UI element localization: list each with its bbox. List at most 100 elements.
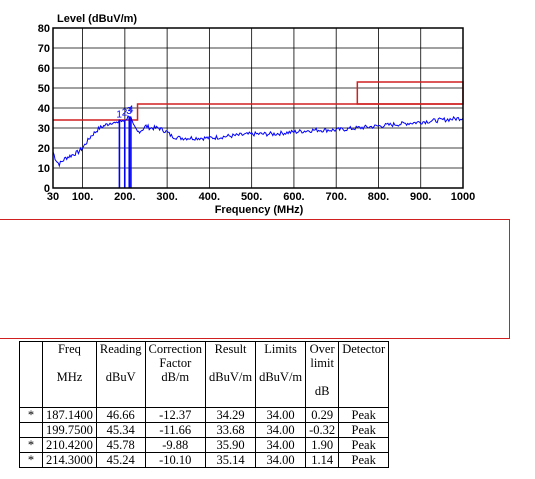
header-line xyxy=(309,370,335,384)
row-mark: * xyxy=(19,407,43,423)
cell-freq: 210.4200 xyxy=(42,437,97,453)
cell-correction: -11.66 xyxy=(144,422,207,438)
header-line xyxy=(259,356,302,370)
cell-reading: 45.34 xyxy=(95,422,146,438)
x-axis-ticks: 30 100. 200. 300. 400. 500. 600. 700. 800. 900. 10… xyxy=(47,191,475,203)
cell-reading: 45.78 xyxy=(95,437,146,453)
cell-reading: 46.66 xyxy=(95,407,146,423)
x-tick-label: 1000 xyxy=(451,191,475,203)
y-tick-label: 0 xyxy=(44,183,50,195)
x-tick-label: 800. xyxy=(368,191,389,203)
header-line: limit xyxy=(310,356,334,370)
header-line: dBuV/m xyxy=(259,370,303,384)
y-tick-label: 30 xyxy=(38,123,50,135)
x-tick-label: 200. xyxy=(114,191,135,203)
header-line xyxy=(46,356,93,370)
table-row: * 214.3000 45.24 -10.10 35.14 34.00 1.14 Peak xyxy=(19,452,390,468)
header-line: Over xyxy=(309,342,335,356)
cell-result: 34.29 xyxy=(205,407,257,423)
column-header-3: Result dBuV/m xyxy=(205,341,257,408)
x-tick-label: 400. xyxy=(199,191,220,203)
cell-correction: -10.10 xyxy=(144,452,207,468)
header-line: dB xyxy=(314,384,330,398)
row-mark xyxy=(19,422,43,438)
column-header-1: Reading dBuV xyxy=(95,341,146,408)
table-row: * 187.1400 46.66 -12.37 34.29 34.00 0.29 Peak xyxy=(19,407,390,423)
cell-limit: 34.00 xyxy=(255,407,307,423)
header-line: dBuV xyxy=(105,370,136,384)
table-header-row: Freq MHz Reading dBuV Correction Factor dB/m Re… xyxy=(19,341,390,408)
peak-markers: 1 234 xyxy=(116,105,134,188)
header-line xyxy=(209,356,252,370)
marker-label-2: 2 xyxy=(122,108,128,119)
column-header-5: Over limit dB xyxy=(305,341,340,408)
cell-over: 1.14 xyxy=(305,452,340,468)
y-axis-label: Level (dBuV/m) xyxy=(57,13,137,25)
y-axis-ticks: 0 10 20 30 40 50 60 70 80 xyxy=(38,23,50,195)
header-line: Limits xyxy=(264,342,297,356)
cell-freq: 214.3000 xyxy=(42,452,97,468)
table-body: * 187.1400 46.66 -12.37 34.29 34.00 0.29 Peak 19… xyxy=(19,407,390,468)
header-line: Factor xyxy=(159,356,192,370)
x-tick-label: 100. xyxy=(72,191,93,203)
header-line: Correction xyxy=(148,342,203,356)
header-line xyxy=(100,356,142,370)
column-header-2: Correction Factor dB/m xyxy=(144,341,207,408)
cell-detector: Peak xyxy=(338,407,390,423)
x-axis-label: Frequency (MHz) xyxy=(215,204,304,216)
y-tick-label: 20 xyxy=(38,143,50,155)
header-line: Result xyxy=(214,342,247,356)
x-tick-label: 500. xyxy=(241,191,262,203)
cell-result: 35.90 xyxy=(205,437,257,453)
cell-freq: 187.1400 xyxy=(42,407,97,423)
table-row: 199.7500 45.34 -11.66 33.68 34.00 -0.32 Peak xyxy=(19,422,390,438)
x-tick-label: 700. xyxy=(325,191,346,203)
y-tick-label: 80 xyxy=(38,23,50,35)
header-line: Freq xyxy=(57,342,81,356)
header-line: dBuV/m xyxy=(209,370,253,384)
empty-annotation-box xyxy=(0,219,510,339)
y-tick-label: 70 xyxy=(38,43,50,55)
cell-freq: 199.7500 xyxy=(42,422,97,438)
column-header-6: Detector xyxy=(338,341,390,408)
cell-correction: -12.37 xyxy=(144,407,207,423)
marker-label-1: 1 xyxy=(116,109,122,120)
cell-limit: 34.00 xyxy=(255,422,307,438)
x-tick-label: 30 xyxy=(47,191,59,203)
cell-over: 1.90 xyxy=(305,437,340,453)
cell-result: 33.68 xyxy=(205,422,257,438)
emission-trace xyxy=(52,114,464,168)
cell-detector: Peak xyxy=(338,437,390,453)
table-row: * 210.4200 45.78 -9.88 35.90 34.00 1.90 Peak xyxy=(19,437,390,453)
header-line: Reading xyxy=(99,342,142,356)
y-tick-label: 40 xyxy=(38,103,50,115)
column-header-4: Limits dBuV/m xyxy=(255,341,307,408)
cell-limit: 34.00 xyxy=(255,452,307,468)
limit-box xyxy=(356,81,464,105)
plot-grid xyxy=(52,27,464,189)
cell-over: -0.32 xyxy=(305,422,340,438)
cell-over: 0.29 xyxy=(305,407,340,423)
cell-reading: 45.24 xyxy=(95,452,146,468)
header-line: dB/m xyxy=(161,370,190,384)
cell-result: 35.14 xyxy=(205,452,257,468)
y-tick-label: 10 xyxy=(38,163,50,175)
column-header-0: Freq MHz xyxy=(42,341,97,408)
x-tick-label: 900. xyxy=(410,191,431,203)
cell-limit: 34.00 xyxy=(255,437,307,453)
results-table: Freq MHz Reading dBuV Correction Factor dB/m Re… xyxy=(19,341,390,468)
cell-correction: -9.88 xyxy=(144,437,207,453)
header-line: MHz xyxy=(56,370,83,384)
limit-polyline xyxy=(53,103,463,121)
emission-chart: Level (dBuV/m) Frequency (MHz) 010203040… xyxy=(38,13,475,216)
cell-detector: Peak xyxy=(338,422,390,438)
y-tick-label: 60 xyxy=(38,63,50,75)
row-mark: * xyxy=(19,437,43,453)
row-mark: * xyxy=(19,452,43,468)
marker-label-3: 3 xyxy=(126,106,132,117)
plot-frame xyxy=(52,27,464,189)
header-line: Detector xyxy=(342,342,386,356)
y-tick-label: 50 xyxy=(38,83,50,95)
mark-column-header xyxy=(19,341,43,408)
marker-label-4: 4 xyxy=(128,105,134,116)
